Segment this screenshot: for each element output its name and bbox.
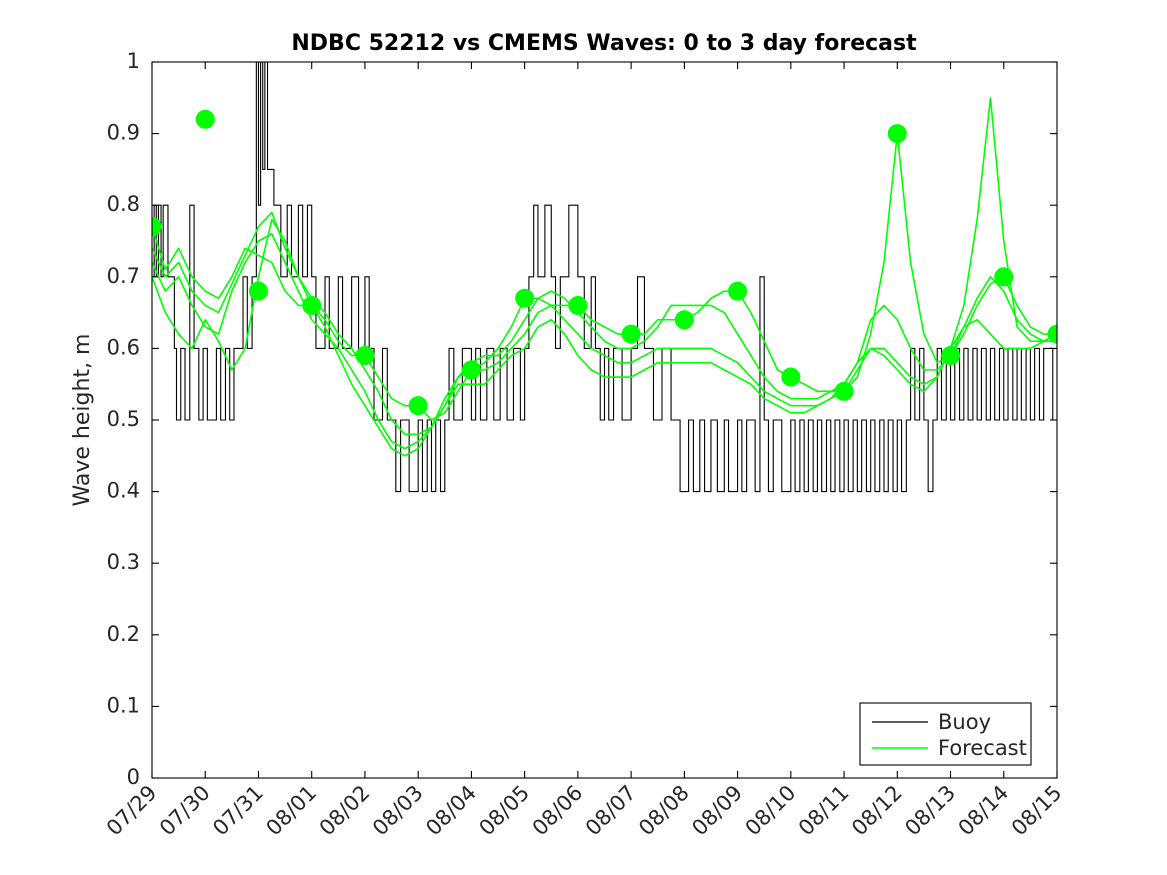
forecast-marker-dot [568,295,588,315]
series-line-forecast-day-3 [152,218,1057,457]
forecast-marker-dot [302,295,322,315]
y-tick-label: 0.4 [107,479,140,503]
forecast-marker-dot [834,381,854,401]
y-tick-label: 0.7 [107,264,140,288]
forecast-marker-dot [248,281,268,301]
forecast-marker-dot [195,109,215,129]
forecast-marker-dot [728,281,748,301]
legend-label-buoy: Buoy [938,710,991,734]
forecast-marker-dot [515,288,535,308]
forecast-marker-dot [887,124,907,144]
y-tick-label: 0.9 [107,121,140,145]
forecast-marker-dot [781,367,801,387]
forecast-marker-dot [461,360,481,380]
legend-box [859,702,1032,766]
y-axis-label: Wave height, m [70,334,95,507]
forecast-marker-dot [355,346,375,366]
y-tick-label: 0.5 [107,407,140,431]
y-tick-label: 0.6 [107,335,140,359]
y-tick-label: 0.3 [107,550,140,574]
forecast-marker-dot [408,396,428,416]
page-title: NDBC 52212 vs CMEMS Waves: 0 to 3 day fo… [291,31,917,56]
y-tick-label: 0.2 [107,622,140,646]
series-line-forecast-day-2 [152,97,1057,450]
forecast-marker-dot [152,217,162,237]
plot-markers-group [152,109,1057,416]
forecast-marker-dot [621,324,641,344]
legend-label-forecast: Forecast [938,736,1027,760]
y-axis-ticks: 0 0.1 0.2 0.3 0.4 0.5 0.6 0.7 0.8 0.9 1 [107,49,1057,789]
forecast-marker-dot [1047,324,1057,344]
y-tick-label: 0 [127,765,140,789]
forecast-marker-dot [994,267,1014,287]
plot-frame [151,61,1058,779]
plot-series-group [152,62,1057,493]
chart-legend[interactable]: Buoy Forecast [859,702,1032,766]
forecast-marker-dot [674,310,694,330]
y-tick-label: 1 [127,49,140,73]
y-tick-label: 0.1 [107,693,140,717]
forecast-marker-dot [941,346,961,366]
y-tick-label: 0.8 [107,192,140,216]
series-line-forecast-day-1 [152,211,1057,436]
